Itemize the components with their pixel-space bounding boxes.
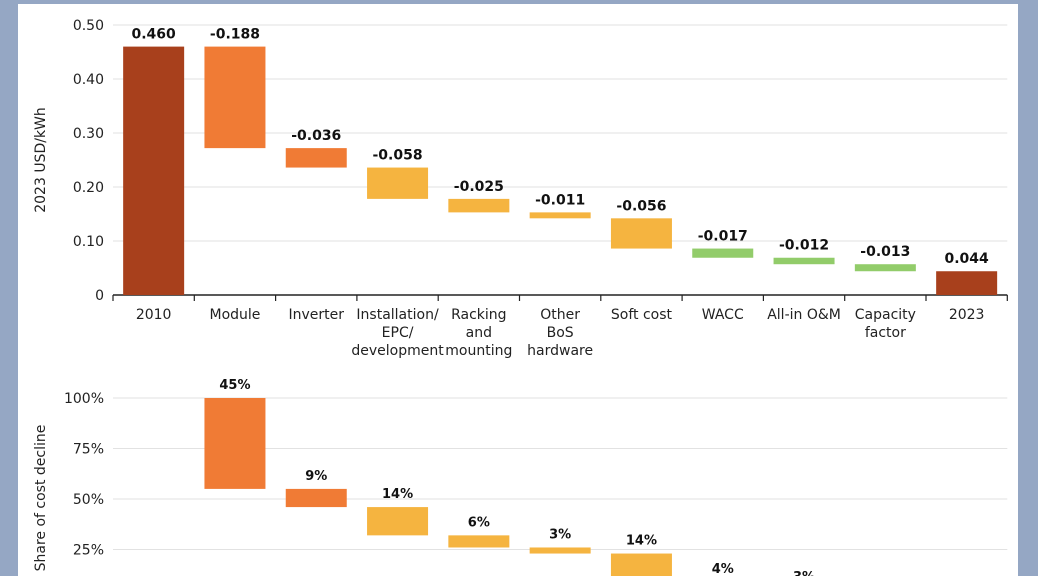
category-label: hardware [527,343,593,359]
data-label: -0.036 [291,128,341,144]
category-label: Module [209,307,260,323]
data-label: -0.058 [373,148,423,164]
bar-2 [285,148,347,168]
share-bar-3 [448,535,510,548]
data-label: -0.012 [779,238,829,254]
category-label: development [351,343,444,359]
category-label: mounting [445,343,512,359]
category-label: Racking [451,307,506,323]
category-label: Other [540,307,580,323]
y-tick-label: 0.10 [73,234,104,250]
share-data-label: 3% [793,570,815,576]
bar-10 [936,271,998,295]
data-label: -0.056 [616,198,666,214]
y-tick-label: 50% [73,492,104,508]
chart-panel: 0 0.10 0.20 0.30 0.40 0.50 2023 USD/kWh 0.460 20… [18,4,1018,576]
y-tick-label: 0.20 [73,180,104,196]
share-bar-5 [610,553,672,576]
share-data-label: 9% [305,469,327,484]
bar-9 [854,264,916,272]
data-label: 0.044 [945,251,990,267]
y-tick-label: 0.50 [73,18,104,34]
waterfall-charts: 0 0.10 0.20 0.30 0.40 0.50 2023 USD/kWh 0.460 20… [33,18,1008,576]
y-axis-label: Share of cost decline [33,425,49,572]
category-label: Capacity [855,307,916,323]
bottom-waterfall-chart: 25% 50% 75% 100% Share of cost decline 45% 9% 1… [33,378,1008,576]
share-data-label: 14% [626,534,657,549]
bar-8 [773,257,835,265]
share-bar-1 [285,488,347,508]
top-waterfall-chart: 0 0.10 0.20 0.30 0.40 0.50 2023 USD/kWh 0.460 20… [33,18,1008,359]
bar-0 [123,46,185,295]
category-label: and [466,325,492,341]
category-label: Soft cost [611,307,673,323]
bar-1 [204,46,266,149]
category-label: factor [865,325,906,341]
y-tick-label: 0 [95,288,104,304]
data-label: 0.460 [132,27,177,43]
y-tick-label: 25% [73,543,104,559]
data-label: -0.011 [535,192,585,208]
category-label: EPC/ [382,325,414,341]
category-label: BoS [547,325,574,341]
data-label: -0.188 [210,27,260,43]
y-tick-label: 75% [73,442,104,458]
y-tick-label: 0.30 [73,126,104,142]
y-tick-label: 100% [64,391,104,407]
bar-4 [448,198,510,213]
y-tick-label: 0.40 [73,72,104,88]
share-data-label: 45% [219,378,250,393]
category-label: All-in O&M [767,307,841,323]
category-label: WACC [702,307,744,323]
y-axis-label: 2023 USD/kWh [33,107,49,213]
share-data-label: 4% [712,562,734,576]
data-label: -0.025 [454,179,504,195]
category-label: Installation/ [356,307,439,323]
category-label: 2023 [949,307,985,323]
share-data-label: 3% [549,527,571,542]
data-label: -0.013 [860,244,910,260]
bar-6 [610,218,672,249]
share-bar-4 [529,547,591,554]
share-bar-0 [204,398,266,489]
category-label: Inverter [288,307,344,323]
bar-3 [367,167,429,199]
share-data-label: 6% [468,515,490,530]
category-label: 2010 [136,307,172,323]
share-bar-2 [367,507,429,536]
data-label: -0.017 [698,229,748,245]
bar-7 [692,248,754,258]
share-data-label: 14% [382,487,413,502]
bar-5 [529,212,591,219]
